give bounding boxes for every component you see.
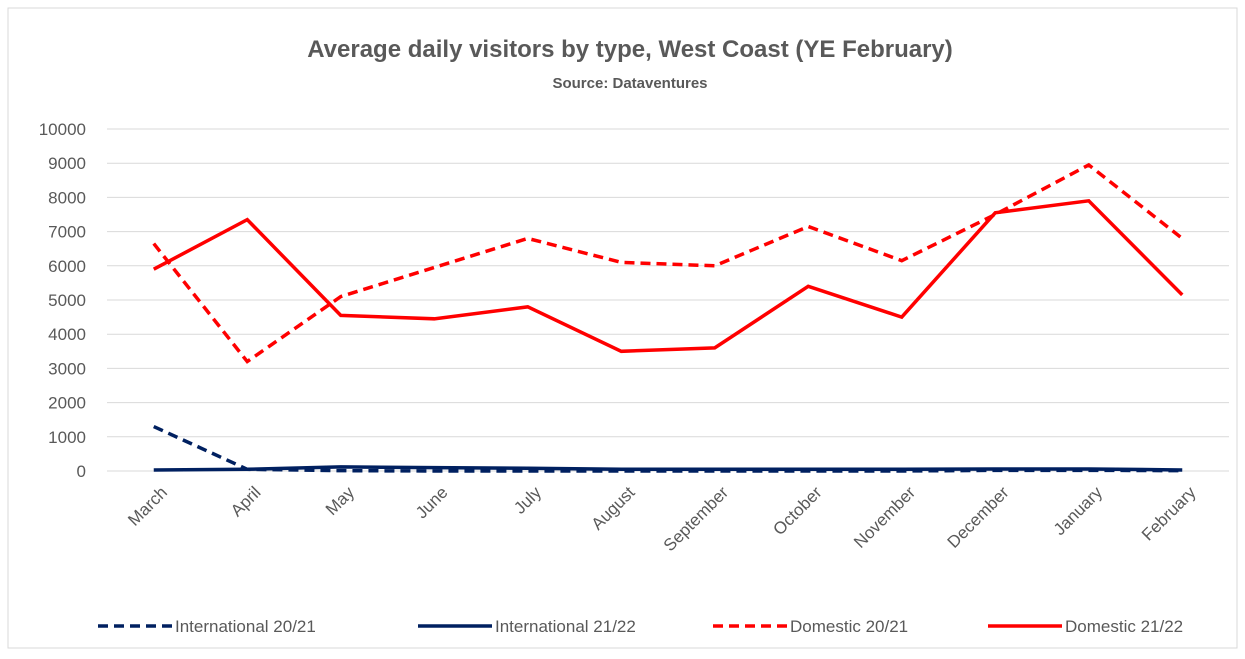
y-tick-label: 0: [77, 462, 86, 481]
y-tick-label: 1000: [48, 428, 86, 447]
y-tick-label: 8000: [48, 188, 86, 207]
y-tick-label: 2000: [48, 394, 86, 413]
legend-label: Domestic 20/21: [790, 617, 908, 636]
y-tick-label: 3000: [48, 359, 86, 378]
y-tick-label: 5000: [48, 291, 86, 310]
series-line: [153, 465, 1183, 472]
chart-subtitle: Source: Dataventures: [552, 75, 707, 92]
y-tick-label: 6000: [48, 257, 86, 276]
legend-label: Domestic 21/22: [1065, 617, 1183, 636]
legend-label: International 21/22: [495, 617, 636, 636]
y-tick-label: 10000: [39, 120, 86, 139]
y-tick-label: 4000: [48, 325, 86, 344]
chart-title: Average daily visitors by type, West Coa…: [307, 36, 953, 63]
series-line: [152, 162, 1184, 364]
y-tick-label: 7000: [48, 223, 86, 242]
y-tick-label: 9000: [48, 154, 86, 173]
legend-label: International 20/21: [175, 617, 316, 636]
chart-border: [7, 7, 1238, 649]
series-line: [152, 198, 1184, 354]
